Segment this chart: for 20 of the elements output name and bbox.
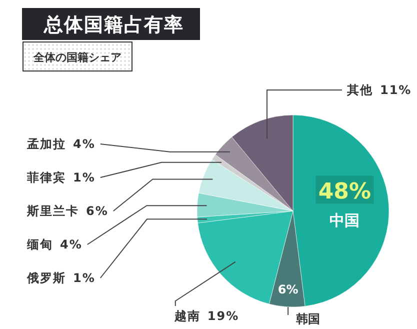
chart-title: 总体国籍占有率	[43, 14, 184, 36]
chart-subtitle: 全体の国籍シェア	[32, 51, 122, 64]
slice-label: 孟加拉	[26, 137, 66, 151]
data-label: 11%	[380, 83, 412, 97]
data-label: 48%	[318, 180, 372, 205]
data-label: 4%	[60, 238, 82, 252]
slice-label: 俄罗斯	[26, 271, 66, 285]
slice-label: 中国	[330, 212, 360, 230]
slice-label: 斯里兰卡	[26, 204, 79, 218]
data-label: 1%	[73, 271, 96, 285]
data-label: 6%	[86, 204, 108, 218]
data-label: 6%	[278, 282, 298, 297]
data-label: 19%	[207, 309, 240, 323]
data-label: 1%	[73, 170, 96, 184]
slice-label: 其他	[346, 83, 373, 97]
slice-label: 缅甸	[26, 238, 53, 252]
slice-label: 菲律宾	[26, 170, 66, 184]
data-label: 4%	[73, 137, 96, 151]
slice-label: 韩国	[295, 312, 320, 326]
slice-label: 越南	[173, 309, 200, 323]
